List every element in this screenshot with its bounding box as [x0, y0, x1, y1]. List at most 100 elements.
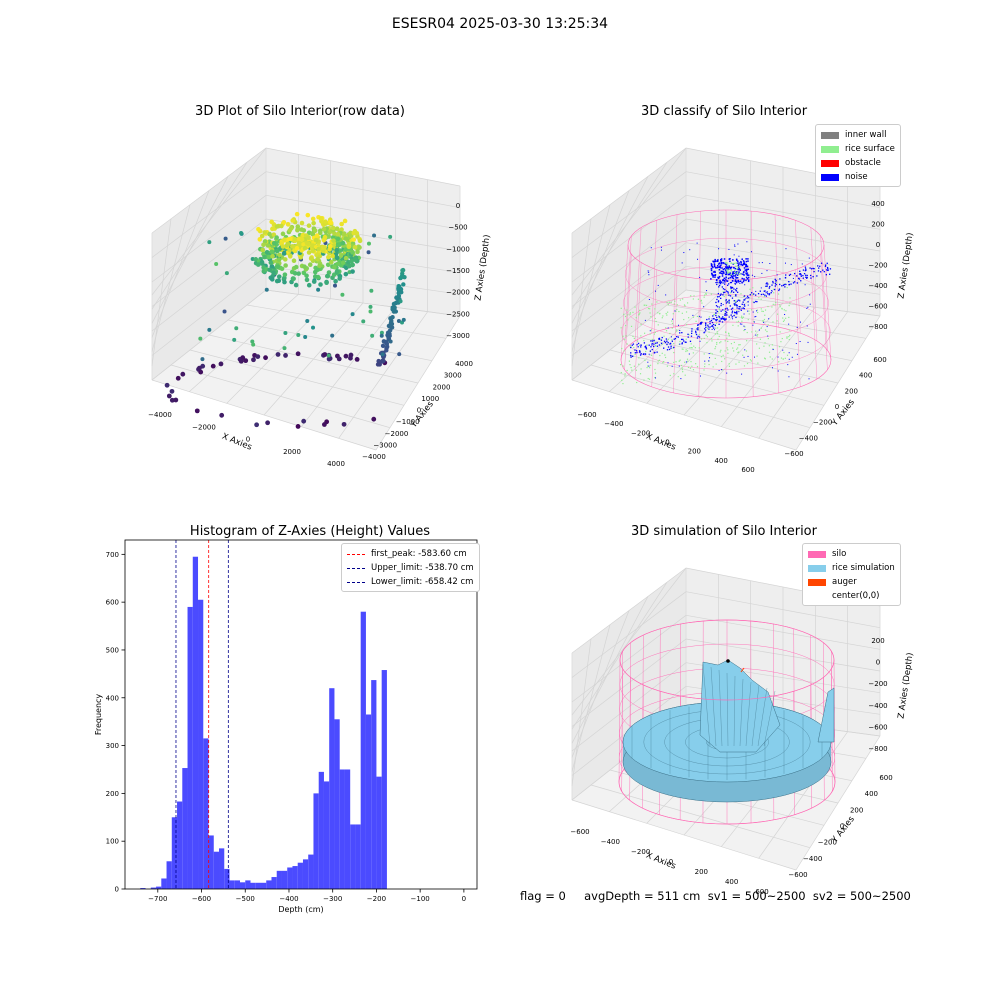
rice-surface-point [639, 373, 642, 375]
legend-label: center(0,0) [832, 591, 880, 601]
x-axis-label: X Axies [644, 432, 677, 453]
noise-point [826, 269, 828, 271]
rice-surface-point [764, 314, 766, 316]
noise-point [712, 271, 715, 273]
rice-surface-point [763, 345, 765, 347]
rice-surface-point [775, 301, 777, 304]
z-tick-label: −2500 [446, 310, 470, 318]
noise-point [743, 279, 745, 282]
noise-point [806, 277, 808, 279]
noise-point [648, 274, 650, 276]
data-point [285, 222, 291, 227]
data-point [318, 282, 323, 287]
rice-surface-point [728, 271, 730, 273]
y-axis-label: Y Axies [408, 399, 436, 431]
rice-surface-point [763, 296, 765, 298]
rice-surface-point [692, 298, 694, 300]
noise-point [812, 276, 814, 278]
noise-point [734, 283, 736, 285]
z-axis-label: Z Axies (Depth) [473, 234, 492, 301]
noise-point [753, 293, 755, 295]
noise-point [709, 357, 711, 359]
rice-surface-point [683, 318, 685, 321]
rice-surface-point [756, 343, 758, 345]
histogram-bar [260, 882, 267, 889]
y-tick-label: −600 [784, 450, 803, 458]
noise-point [720, 318, 722, 320]
data-point [391, 309, 397, 314]
data-point [311, 220, 316, 226]
silo-wireframe-line [810, 262, 818, 380]
histogram-bar [219, 848, 225, 889]
data-point [389, 318, 394, 324]
noise-point [767, 283, 769, 285]
data-point [332, 264, 337, 270]
noise-point [665, 338, 668, 340]
data-point [291, 276, 296, 282]
data-point [379, 330, 384, 335]
noise-point [710, 268, 713, 270]
noise-point [734, 267, 737, 270]
data-point [299, 237, 305, 242]
noise-point [723, 318, 725, 320]
noise-point [736, 280, 738, 283]
histogram-bar [229, 880, 235, 889]
histogram-bar [329, 688, 335, 889]
noise-point [742, 301, 744, 303]
noise-point [648, 298, 650, 300]
data-point [396, 293, 402, 299]
rice-surface-point [623, 313, 625, 315]
y-tick-label: −4000 [362, 453, 386, 461]
rice-surface-point [764, 342, 766, 344]
rice-surface-point [685, 350, 687, 353]
rice-surface-point [715, 327, 717, 329]
y-axis-label: Frequency [94, 694, 103, 736]
noise-point [769, 285, 771, 288]
surface-mesh-line [763, 690, 776, 747]
rice-surface-point [760, 327, 762, 329]
rice-surface-point [658, 359, 661, 361]
y-tick-label: 200 [850, 806, 863, 814]
data-point [379, 333, 384, 338]
noise-point [703, 331, 705, 334]
rice-surface-point [785, 317, 787, 319]
grid-line [571, 266, 687, 356]
data-point [311, 279, 317, 284]
noise-point [774, 285, 776, 287]
rice-surface-point [646, 344, 648, 346]
noise-point [722, 317, 724, 320]
data-point [299, 227, 304, 232]
rice-surface-point [626, 369, 628, 372]
histogram-bar [177, 801, 183, 889]
rice-surface-point [781, 308, 783, 310]
rice-surface-point [751, 331, 753, 333]
data-point [384, 348, 389, 353]
rice-surface-point [748, 310, 750, 312]
noise-point [796, 282, 799, 284]
noise-point [778, 288, 781, 290]
noise-point [734, 244, 736, 246]
noise-point [637, 342, 640, 345]
noise-point [704, 331, 706, 333]
noise-point [768, 287, 770, 289]
silo-wireframe-line [621, 651, 623, 773]
data-point [259, 259, 265, 265]
noise-point [736, 271, 738, 273]
noise-point [674, 337, 677, 340]
rice-surface-point [688, 317, 690, 319]
rice-surface-point [789, 302, 791, 304]
rice-surface-point [736, 321, 738, 323]
data-point [285, 237, 291, 242]
noise-point [722, 262, 725, 264]
noise-point [706, 318, 708, 321]
rice-surface-point [720, 349, 722, 351]
noise-point [718, 295, 720, 298]
noise-point [747, 279, 750, 282]
noise-point [728, 273, 731, 276]
histogram-bar [187, 606, 193, 889]
noise-point [711, 274, 714, 276]
noise-point [720, 302, 722, 305]
histogram-bar [360, 611, 366, 889]
legend-swatch [821, 159, 839, 167]
histogram-bar [192, 556, 199, 889]
